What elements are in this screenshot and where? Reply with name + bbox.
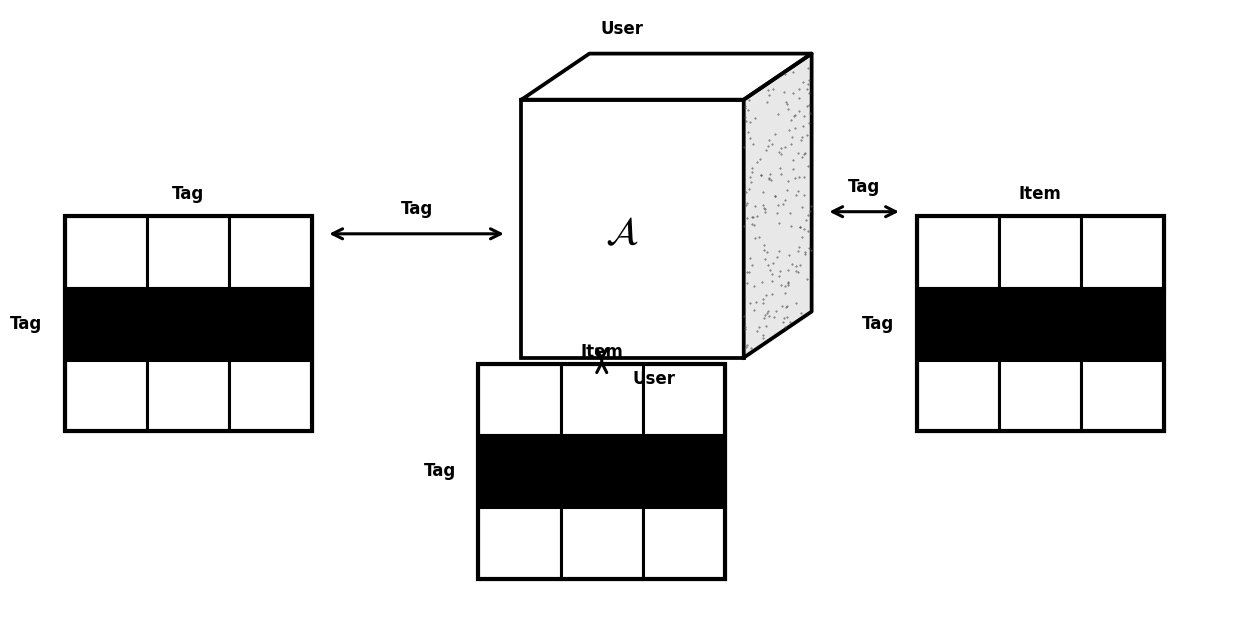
Bar: [478, 507, 560, 579]
Bar: [560, 507, 643, 579]
Text: User: User: [601, 20, 643, 38]
Text: User: User: [633, 370, 675, 388]
Bar: [478, 364, 725, 579]
Text: Tag: Tag: [172, 185, 204, 203]
Bar: [64, 217, 311, 431]
Bar: [147, 217, 229, 288]
Bar: [1082, 217, 1163, 288]
Bar: [917, 217, 1163, 431]
Text: Tag: Tag: [400, 201, 432, 218]
Text: Tag: Tag: [862, 315, 895, 333]
Bar: [917, 288, 999, 360]
Bar: [229, 288, 311, 360]
Bar: [1082, 288, 1163, 360]
Bar: [560, 436, 643, 507]
Bar: [64, 217, 147, 288]
Bar: [522, 100, 743, 358]
Bar: [643, 364, 725, 436]
Text: Item: Item: [1018, 185, 1062, 203]
Bar: [1082, 360, 1163, 431]
Bar: [643, 507, 725, 579]
Text: Tag: Tag: [424, 462, 456, 480]
Bar: [999, 288, 1082, 360]
Text: $\mathcal{A}$: $\mathcal{A}$: [605, 215, 638, 252]
Bar: [999, 217, 1082, 288]
Bar: [229, 217, 311, 288]
Bar: [229, 360, 311, 431]
Text: Tag: Tag: [10, 315, 42, 333]
Bar: [999, 360, 1082, 431]
Bar: [147, 288, 229, 360]
Bar: [478, 436, 560, 507]
Bar: [917, 217, 999, 288]
Bar: [64, 360, 147, 431]
Text: Item: Item: [580, 342, 623, 361]
Bar: [147, 360, 229, 431]
Bar: [560, 364, 643, 436]
Polygon shape: [743, 54, 812, 358]
Bar: [478, 364, 560, 436]
Bar: [917, 360, 999, 431]
Bar: [643, 436, 725, 507]
Bar: [64, 288, 147, 360]
Polygon shape: [522, 54, 812, 100]
Text: Tag: Tag: [847, 178, 880, 196]
